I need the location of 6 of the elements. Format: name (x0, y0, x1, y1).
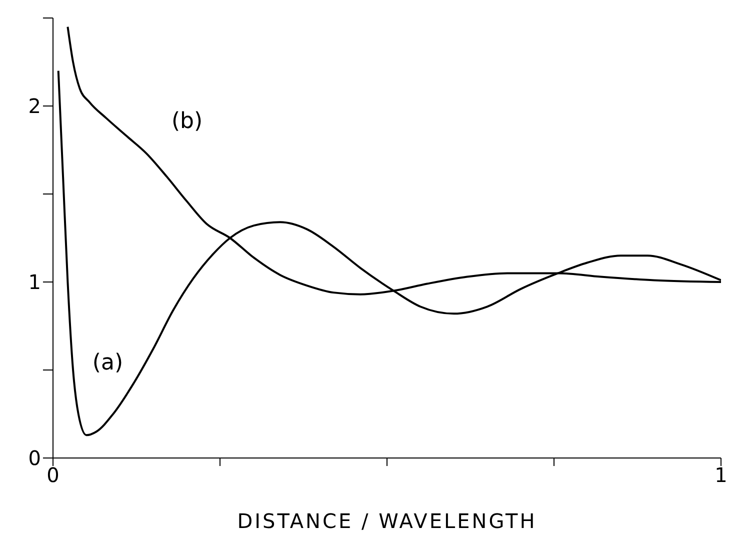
series-label: (b) (171, 108, 203, 134)
x-axis-title: DISTANCE / WAVELENGTH (237, 509, 537, 533)
y-tick-label: 1 (28, 270, 41, 294)
y-tick-label: 2 (28, 94, 41, 118)
series-label: (a) (92, 350, 124, 376)
y-tick-label: 0 (28, 446, 41, 470)
